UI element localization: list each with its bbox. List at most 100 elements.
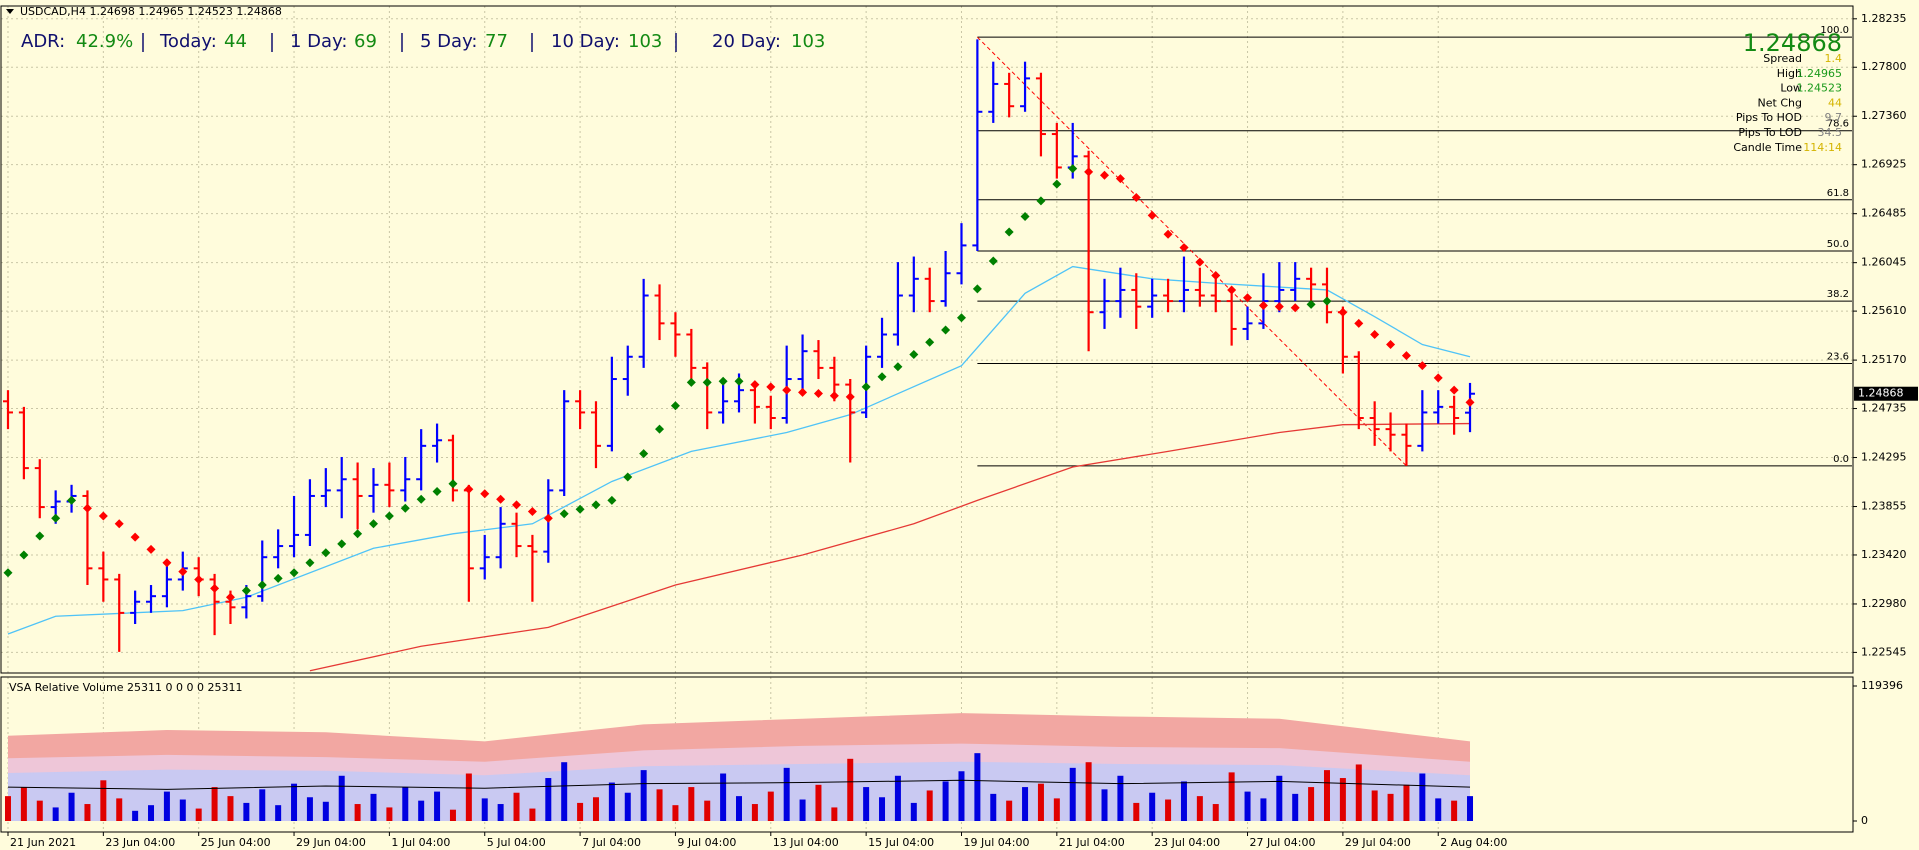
ma-dot bbox=[925, 337, 935, 347]
volume-bar bbox=[1435, 798, 1442, 821]
ma-dot bbox=[734, 376, 744, 386]
volume-bar bbox=[116, 798, 123, 821]
y-tick-label: 1.23855 bbox=[1861, 500, 1907, 513]
volume-bar bbox=[449, 809, 456, 821]
ma-dot bbox=[702, 377, 712, 387]
info-label: High bbox=[1777, 67, 1802, 80]
fib-label: 78.6 bbox=[1827, 119, 1849, 130]
volume-bar bbox=[783, 767, 790, 821]
ma-dot bbox=[718, 376, 728, 386]
volume-bar bbox=[1037, 783, 1044, 821]
moving-average bbox=[309, 422, 1471, 672]
volume-bar bbox=[815, 784, 822, 821]
ma-dot bbox=[82, 503, 92, 513]
x-tick-label: 29 Jul 04:00 bbox=[1345, 836, 1411, 849]
volume-border bbox=[0, 676, 1854, 833]
y-tick-label: 1.26485 bbox=[1861, 207, 1907, 220]
volume-bar bbox=[1403, 784, 1410, 821]
fib-label: 23.6 bbox=[1827, 351, 1849, 362]
volume-bar bbox=[1053, 798, 1060, 821]
volume-bar bbox=[497, 804, 504, 821]
x-tick-label: 7 Jul 04:00 bbox=[582, 836, 641, 849]
x-tick-label: 23 Jun 04:00 bbox=[105, 836, 175, 849]
y-tick-label: 1.26925 bbox=[1861, 158, 1907, 171]
volume-bar bbox=[1276, 775, 1283, 821]
adr-value: 77 bbox=[485, 31, 508, 52]
price-tag-label: 1.24868 bbox=[1858, 387, 1904, 400]
adr-value: 103 bbox=[791, 31, 825, 52]
ma-dot bbox=[1052, 179, 1062, 189]
price-plot: 100.0 78.6 61.8 50.0 38.2 23.6 0.0 bbox=[2, 25, 1852, 672]
price-tag bbox=[1854, 386, 1918, 401]
ma-dot bbox=[51, 513, 61, 523]
volume-bar bbox=[1196, 796, 1203, 821]
adr-value: 42.9% bbox=[76, 31, 133, 52]
volume-bar bbox=[656, 789, 663, 821]
ma-dot bbox=[496, 494, 506, 504]
volume-panel bbox=[4, 713, 1474, 821]
volume-bar bbox=[52, 807, 59, 821]
ma-dot bbox=[1147, 210, 1157, 220]
ma-dot bbox=[162, 558, 172, 568]
x-tick-label: 1 Jul 04:00 bbox=[391, 836, 450, 849]
ma-dot bbox=[591, 500, 601, 510]
ma-dot bbox=[289, 568, 299, 578]
x-tick-label: 25 Jun 04:00 bbox=[201, 836, 271, 849]
volume-bar bbox=[259, 789, 266, 821]
volume-bar bbox=[20, 787, 27, 821]
volume-bar bbox=[736, 796, 743, 821]
volume-bar bbox=[1244, 791, 1251, 821]
volume-bar bbox=[910, 802, 917, 821]
volume-bar bbox=[1006, 800, 1013, 821]
x-tick-label: 15 Jul 04:00 bbox=[868, 836, 934, 849]
volume-bar bbox=[561, 762, 568, 821]
volume-bar bbox=[1133, 802, 1140, 821]
info-label: Low bbox=[1780, 82, 1802, 95]
info-value: 34.5 bbox=[1818, 126, 1843, 139]
ma-dot bbox=[416, 494, 426, 504]
volume-tick-label: 119396 bbox=[1861, 679, 1903, 692]
ma-dot bbox=[813, 389, 823, 399]
adr-label: 5 Day: bbox=[420, 31, 477, 52]
ma-dot bbox=[3, 568, 13, 578]
volume-bar bbox=[990, 793, 997, 821]
ma-dot bbox=[941, 325, 951, 335]
adr-label: 10 Day: bbox=[551, 31, 620, 52]
volume-bar bbox=[624, 792, 631, 821]
info-value: 114:14 bbox=[1803, 141, 1842, 154]
volume-bar bbox=[1085, 762, 1092, 821]
adr-value: 69 bbox=[354, 31, 377, 52]
x-tick-label: 29 Jun 04:00 bbox=[296, 836, 366, 849]
volume-bar bbox=[370, 793, 377, 821]
ma-dot bbox=[257, 580, 267, 590]
volume-bar bbox=[132, 810, 139, 821]
ma-dot bbox=[829, 391, 839, 401]
ma-dot bbox=[1370, 329, 1380, 339]
volume-bar bbox=[958, 771, 965, 821]
volume-bar bbox=[148, 805, 155, 821]
volume-bar bbox=[418, 800, 425, 821]
volume-bar bbox=[338, 775, 345, 821]
volume-bar bbox=[894, 775, 901, 821]
ma-dot bbox=[1243, 293, 1253, 303]
ma-dot bbox=[114, 519, 124, 529]
volume-bar bbox=[1308, 787, 1315, 821]
volume-bar bbox=[434, 791, 441, 821]
ma-dot bbox=[1084, 167, 1094, 177]
x-tick-label: 19 Jul 04:00 bbox=[963, 836, 1029, 849]
fib-label: 61.8 bbox=[1827, 188, 1849, 199]
ma-dot bbox=[1401, 351, 1411, 361]
ma-dot bbox=[1290, 303, 1300, 313]
ma-dot bbox=[178, 567, 188, 577]
ma-dot bbox=[1100, 170, 1110, 180]
ma-dot bbox=[861, 382, 871, 392]
volume-bar bbox=[322, 801, 329, 821]
ma-dot bbox=[210, 583, 220, 593]
fib-label: 50.0 bbox=[1827, 239, 1849, 250]
ma-dot bbox=[464, 484, 474, 494]
ma-dot bbox=[1163, 229, 1173, 239]
volume-bar bbox=[879, 797, 886, 821]
y-tick-label: 1.25610 bbox=[1861, 304, 1907, 317]
volume-bar bbox=[481, 798, 488, 821]
